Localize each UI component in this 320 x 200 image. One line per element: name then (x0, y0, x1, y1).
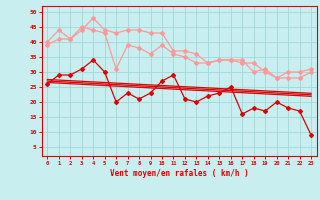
X-axis label: Vent moyen/en rafales ( km/h ): Vent moyen/en rafales ( km/h ) (110, 169, 249, 178)
